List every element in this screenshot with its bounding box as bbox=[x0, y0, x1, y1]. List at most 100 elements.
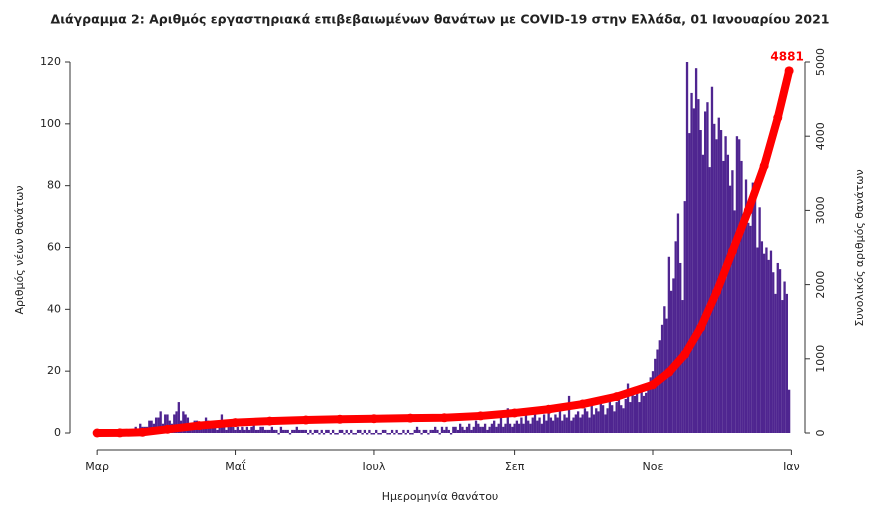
bar bbox=[318, 433, 321, 435]
bar bbox=[767, 259, 770, 433]
y2-tick-label: 2000 bbox=[814, 271, 827, 299]
point bbox=[369, 414, 379, 424]
bar bbox=[502, 426, 505, 433]
bar bbox=[704, 111, 707, 433]
bar bbox=[531, 417, 534, 433]
bar bbox=[338, 429, 342, 433]
y-tick-label: 60 bbox=[47, 241, 61, 254]
bar bbox=[615, 402, 618, 433]
bar bbox=[561, 420, 564, 433]
bar bbox=[685, 62, 689, 433]
bar bbox=[522, 423, 525, 433]
point bbox=[301, 415, 311, 425]
bar bbox=[608, 398, 612, 433]
bar bbox=[506, 408, 509, 433]
bar bbox=[454, 426, 457, 433]
bar bbox=[238, 429, 242, 433]
bar bbox=[635, 389, 639, 433]
bar bbox=[368, 429, 371, 433]
bar bbox=[556, 417, 559, 433]
bar bbox=[595, 408, 598, 433]
point bbox=[162, 424, 172, 434]
bar bbox=[177, 402, 180, 433]
bar bbox=[259, 426, 262, 433]
bar bbox=[747, 222, 750, 433]
point bbox=[648, 380, 658, 390]
bar bbox=[334, 433, 337, 435]
bar bbox=[148, 420, 151, 433]
bar bbox=[597, 411, 600, 433]
bar bbox=[250, 426, 253, 433]
bar bbox=[674, 241, 677, 433]
bar bbox=[229, 423, 233, 433]
point bbox=[664, 367, 674, 377]
bar bbox=[404, 433, 407, 435]
bar bbox=[631, 392, 634, 433]
bar bbox=[679, 262, 682, 433]
bar bbox=[540, 423, 543, 433]
bar bbox=[538, 417, 541, 433]
bar bbox=[583, 408, 587, 433]
bar bbox=[424, 429, 428, 433]
bar bbox=[427, 433, 430, 435]
bar bbox=[658, 340, 661, 433]
bar bbox=[617, 395, 621, 433]
bar bbox=[223, 426, 226, 433]
bar bbox=[701, 154, 705, 433]
bar bbox=[581, 414, 584, 433]
bar bbox=[579, 417, 582, 433]
x-tick-label: Ιουλ bbox=[363, 460, 386, 473]
bar bbox=[352, 433, 355, 435]
bar bbox=[390, 429, 394, 433]
bar bbox=[622, 408, 625, 433]
bar bbox=[164, 414, 167, 433]
point bbox=[138, 427, 148, 437]
point bbox=[231, 418, 241, 428]
bar bbox=[272, 429, 276, 433]
bar bbox=[350, 429, 353, 433]
bar bbox=[445, 426, 448, 433]
point bbox=[712, 287, 722, 297]
bar bbox=[388, 433, 391, 435]
bar bbox=[213, 423, 217, 433]
bar bbox=[783, 281, 786, 433]
bar bbox=[742, 216, 745, 433]
bar bbox=[470, 429, 473, 433]
bar bbox=[626, 383, 630, 433]
point bbox=[405, 413, 415, 423]
bar bbox=[647, 389, 650, 433]
bar bbox=[667, 256, 671, 433]
bar bbox=[567, 395, 571, 433]
bar bbox=[254, 429, 258, 433]
bar bbox=[481, 426, 484, 433]
bar bbox=[586, 411, 589, 433]
bar bbox=[656, 349, 659, 433]
bar bbox=[724, 136, 727, 433]
bar bbox=[295, 426, 298, 433]
y-tick-label: 20 bbox=[47, 364, 61, 377]
bar bbox=[200, 426, 203, 433]
bar bbox=[765, 247, 768, 433]
bar bbox=[415, 426, 419, 433]
bar bbox=[669, 290, 673, 433]
bar bbox=[477, 423, 480, 433]
bar bbox=[629, 402, 632, 433]
bar bbox=[302, 429, 305, 433]
bar bbox=[479, 426, 482, 433]
bar bbox=[275, 429, 278, 433]
bar bbox=[313, 429, 317, 433]
bar bbox=[529, 423, 532, 433]
bar bbox=[524, 414, 528, 433]
bar bbox=[236, 426, 239, 433]
point bbox=[612, 392, 622, 402]
bar bbox=[247, 429, 251, 433]
bar bbox=[211, 426, 215, 433]
bar bbox=[413, 429, 416, 433]
bar bbox=[384, 429, 387, 433]
bar bbox=[431, 429, 435, 433]
bar bbox=[361, 433, 364, 435]
bar bbox=[268, 429, 271, 433]
point bbox=[743, 205, 753, 215]
bar bbox=[763, 253, 766, 433]
